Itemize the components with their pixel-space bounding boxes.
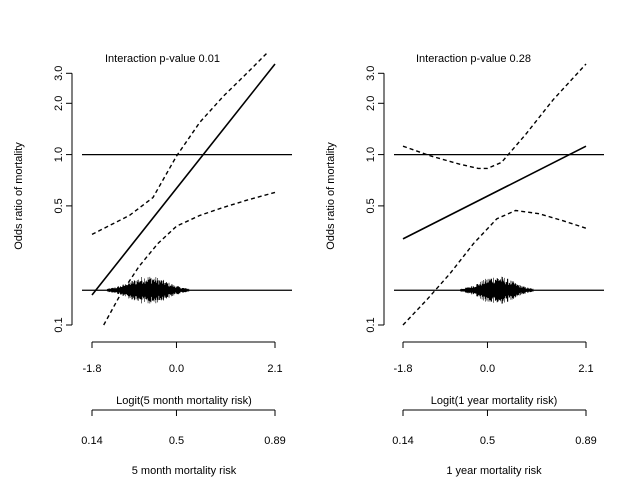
y-tick-label: 0.1 [53, 317, 65, 332]
x-tick-label: -1.8 [394, 363, 413, 375]
upper-ci-line [91, 51, 269, 236]
left-panel: Interaction p-value 0.01 Logit(5 month m… [53, 51, 292, 477]
x-tick-label: 2.1 [267, 363, 282, 375]
x2-tick-label: 0.89 [575, 435, 596, 447]
lower-ci-line [103, 191, 276, 326]
interaction-annotation-left: Interaction p-value 0.01 [105, 53, 220, 65]
x2-tick-label: 0.5 [169, 435, 184, 447]
x2-tick-label: 0.89 [264, 435, 285, 447]
x-tick-label: 2.1 [578, 363, 593, 375]
x2-tick-label: 0.14 [392, 435, 413, 447]
y-tick-label: 2.0 [365, 96, 377, 111]
y-tick-label: 0.5 [53, 198, 65, 213]
interaction-annotation-right: Interaction p-value 0.28 [416, 53, 531, 65]
rug-density [106, 276, 190, 304]
y-axis-title-left: Odds ratio of mortality [13, 142, 25, 250]
y-axis-title-right: Odds ratio of mortality [325, 142, 337, 250]
x-tick-label: 0.0 [480, 363, 495, 375]
x2-axis-title-right: 1 year mortality risk [446, 465, 542, 477]
y-tick-label: 3.0 [53, 66, 65, 81]
y-tick-label: 3.0 [365, 66, 377, 81]
x-axis-title-right: Logit(1 year mortality risk) [431, 395, 558, 407]
x2-tick-label: 0.14 [81, 435, 102, 447]
estimate-line [91, 63, 276, 296]
upper-ci-line [402, 63, 587, 170]
y-tick-label: 0.1 [365, 317, 377, 332]
x2-axis-title-left: 5 month mortality risk [132, 465, 237, 477]
y-tick-label: 0.5 [365, 198, 377, 213]
y-tick-label: 1.0 [365, 147, 377, 162]
rug-density [460, 276, 534, 304]
x-tick-label: -1.8 [83, 363, 102, 375]
estimate-line [402, 145, 587, 240]
x-axis-title-left: Logit(5 month mortality risk) [116, 395, 252, 407]
y-tick-label: 2.0 [53, 96, 65, 111]
x-tick-label: 0.0 [169, 363, 184, 375]
x2-tick-label: 0.5 [480, 435, 495, 447]
y-tick-label: 1.0 [53, 147, 65, 162]
right-panel: Interaction p-value 0.28 Logit(1 year mo… [365, 53, 604, 477]
lower-ci-line [402, 209, 587, 326]
